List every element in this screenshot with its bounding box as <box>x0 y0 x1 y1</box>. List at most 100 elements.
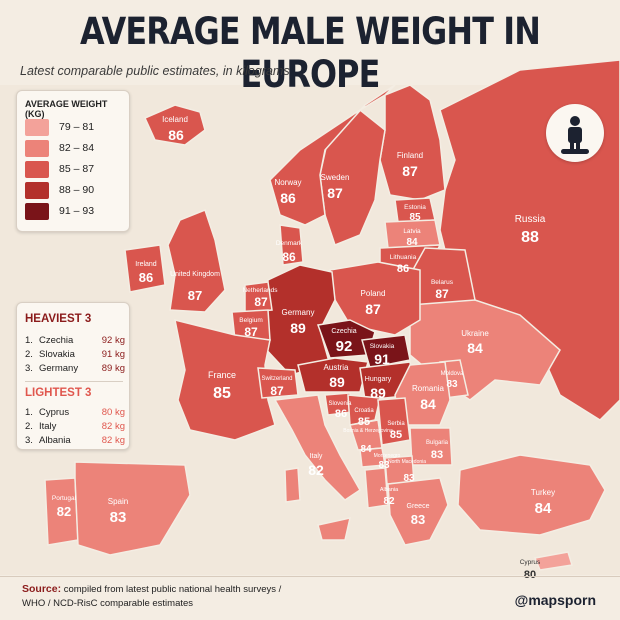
region-united-kingdom <box>167 209 226 313</box>
legend-item: 91 – 93 <box>25 203 125 220</box>
label-czechia-value: 92 <box>336 338 353 355</box>
label-switzerland-value: 87 <box>270 384 284 398</box>
legend-item: 79 – 81 <box>25 119 125 136</box>
label-belgium-value: 87 <box>244 325 258 339</box>
label-italy-value: 82 <box>308 462 324 478</box>
rank-country: Slovakia <box>39 349 75 360</box>
heaviest-title: HEAVIEST 3 <box>25 313 92 325</box>
region-italy-sardinia <box>284 467 301 503</box>
label-latvia-name: Latvia <box>403 228 421 235</box>
region-spain <box>74 461 191 556</box>
label-north-macedonia-name: North Macedonia <box>388 459 426 465</box>
lightest-row: 2. Italy 82 kg <box>25 421 125 433</box>
label-turkey-value: 84 <box>535 500 552 517</box>
legend-label: 91 – 93 <box>59 205 95 217</box>
label-portugal-name: Portugal <box>52 495 77 502</box>
region-denmark <box>279 224 304 266</box>
legend-label: 88 – 90 <box>59 184 95 196</box>
label-slovenia-name: Slovenia <box>328 401 352 407</box>
label-croatia-name: Croatia <box>354 408 374 414</box>
label-belgium-name: Belgium <box>239 317 262 324</box>
label-lithuania-name: Lithuania <box>390 254 417 261</box>
rank-value: 91 kg <box>101 349 125 360</box>
region-greece <box>387 477 449 546</box>
label-finland-name: Finland <box>397 151 423 160</box>
legend-label: 79 – 81 <box>59 121 95 133</box>
person-on-scale-icon <box>546 104 604 162</box>
region-switzerland <box>257 367 299 399</box>
legend-swatch <box>25 182 49 199</box>
label-czechia-name: Czechia <box>331 328 356 335</box>
label-netherlands-name: Netherlands <box>242 287 278 294</box>
footer-source: Source: compiled from latest public nati… <box>22 582 281 611</box>
heaviest-row: 2. Slovakia 91 kg <box>25 349 125 361</box>
label-germany-name: Germany <box>282 308 315 317</box>
source-text-2: WHO / NCD-RisC comparable estimates <box>22 598 194 609</box>
rank-country: Italy <box>39 421 57 432</box>
label-austria-name: Austria <box>324 363 349 372</box>
label-switzerland-name: Switzerland <box>261 376 292 382</box>
rank-country: Germany <box>39 363 79 374</box>
rank-value: 82 kg <box>101 421 125 432</box>
rank-number: 2. <box>25 349 33 360</box>
label-italy-name: Italy <box>310 453 323 460</box>
label-ukraine-name: Ukraine <box>461 329 489 338</box>
rank-country: Cyprus <box>39 407 70 418</box>
label-croatia-value: 85 <box>358 416 370 428</box>
rank-number: 1. <box>25 407 33 418</box>
label-greece-name: Greece <box>407 503 430 510</box>
label-sweden-name: Sweden <box>321 173 350 182</box>
rank-number: 1. <box>25 335 33 346</box>
rank-country: Albania <box>39 435 71 446</box>
label-serbia-value: 85 <box>390 429 402 441</box>
rank-value: 80 kg <box>101 407 125 418</box>
label-bulgaria-value: 83 <box>431 449 443 461</box>
brand-handle: @mapsporn <box>514 592 596 608</box>
label-romania-value: 84 <box>420 396 436 412</box>
label-germany-value: 89 <box>290 320 306 336</box>
legend-swatch <box>25 203 49 220</box>
label-spain-value: 83 <box>110 509 127 526</box>
label-austria-value: 89 <box>329 374 345 390</box>
label-hungary-name: Hungary <box>365 376 392 383</box>
label-sweden-value: 87 <box>327 185 343 201</box>
region-ireland <box>124 244 166 293</box>
region-italy-sicily <box>317 517 351 541</box>
region-iceland <box>144 104 206 146</box>
region-slovakia <box>361 334 411 369</box>
label-hungary-value: 89 <box>370 385 386 401</box>
label-spain-name: Spain <box>108 497 128 506</box>
page-subtitle: Latest comparable public estimates, in k… <box>20 64 290 78</box>
rank-value: 89 kg <box>101 363 125 374</box>
legend-item: 88 – 90 <box>25 182 125 199</box>
label-poland-value: 87 <box>365 301 381 317</box>
region-italy <box>273 394 361 501</box>
label-moldova-value: 83 <box>446 379 458 390</box>
label-slovenia-value: 86 <box>335 408 347 420</box>
legend-label: 82 – 84 <box>59 142 95 154</box>
label-bulgaria-name: Bulgaria <box>426 440 449 446</box>
rank-country: Czechia <box>39 335 74 346</box>
rank-number: 3. <box>25 363 33 374</box>
label-romania-name: Romania <box>412 384 445 393</box>
region-poland <box>329 261 421 336</box>
region-france <box>174 318 276 441</box>
page-title: AVERAGE MALE WEIGHT IN EUROPE <box>79 10 541 96</box>
label-iceland-value: 86 <box>168 127 184 143</box>
label-norway-value: 86 <box>280 190 296 206</box>
label-uk-name: United Kingdom <box>170 271 220 278</box>
label-russia-value: 88 <box>521 229 539 246</box>
ranking-panel: HEAVIEST 3 1. Czechia 92 kg 2. Slovakia … <box>16 302 130 450</box>
legend-swatch <box>25 140 49 157</box>
label-poland-name: Poland <box>361 289 386 298</box>
legend-item: 85 – 87 <box>25 161 125 178</box>
label-norway-name: Norway <box>274 178 301 187</box>
label-cyprus-value: 80 <box>524 569 536 581</box>
label-ukraine-value: 84 <box>467 340 483 356</box>
label-ireland-value: 86 <box>139 270 153 285</box>
label-ireland-name: Ireland <box>135 261 157 268</box>
rank-number: 3. <box>25 435 33 446</box>
label-moldova-name: Moldova <box>441 371 464 377</box>
source-label: Source: <box>22 583 62 595</box>
